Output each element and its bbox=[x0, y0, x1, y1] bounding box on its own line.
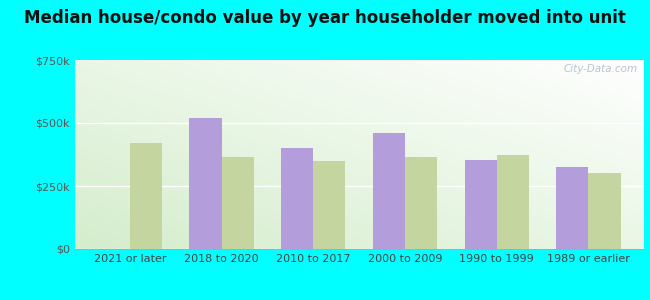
Bar bbox=[405, 157, 437, 249]
Bar bbox=[373, 133, 405, 249]
Bar bbox=[189, 118, 222, 249]
Bar bbox=[588, 173, 621, 249]
Bar bbox=[465, 160, 497, 249]
Text: Median house/condo value by year householder moved into unit: Median house/condo value by year househo… bbox=[24, 9, 626, 27]
Bar bbox=[281, 148, 313, 249]
Bar bbox=[130, 143, 162, 249]
Bar bbox=[556, 167, 588, 249]
Text: City-Data.com: City-Data.com bbox=[564, 64, 638, 74]
Bar bbox=[313, 161, 345, 249]
Bar bbox=[222, 157, 254, 249]
Bar bbox=[497, 154, 529, 249]
